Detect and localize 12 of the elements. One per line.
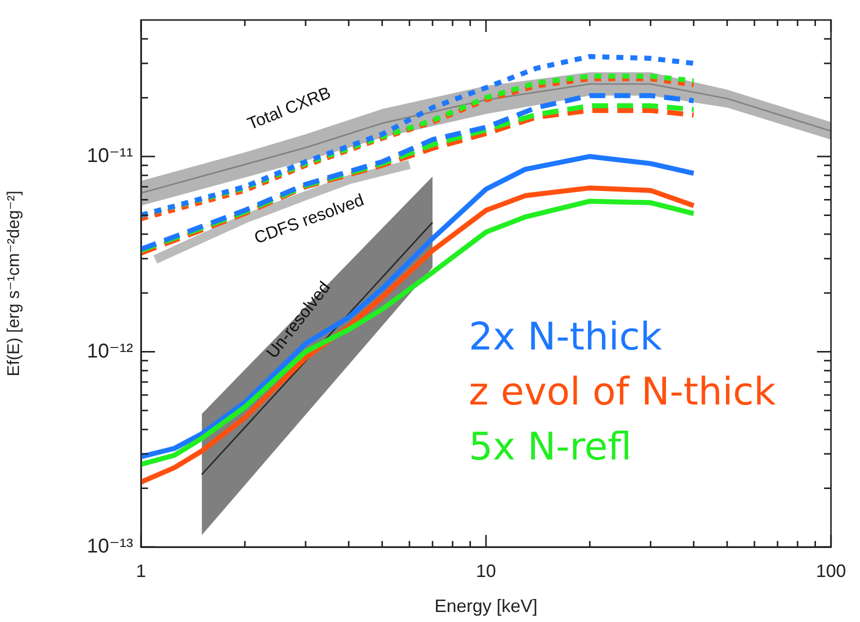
annotation: Total CXRB [244, 83, 334, 134]
y-tick-label: 10⁻¹² [86, 340, 134, 362]
text: 5x N-refl [468, 424, 632, 469]
y-axis-title: Ef(E) [erg s⁻¹cm⁻²deg⁻²] [4, 190, 23, 376]
x-axis-title: Energy [keV] [434, 596, 538, 616]
text: z evol of N-thick [468, 369, 776, 414]
x-tick-label: 1 [136, 560, 146, 581]
y-tick-label: 10⁻¹³ [86, 536, 134, 558]
text: 2x N-thick [468, 314, 662, 358]
y-tick-label: 10⁻¹¹ [86, 144, 134, 167]
x-tick-label: 100 [816, 560, 846, 581]
x-tick-label: 10 [476, 560, 496, 581]
